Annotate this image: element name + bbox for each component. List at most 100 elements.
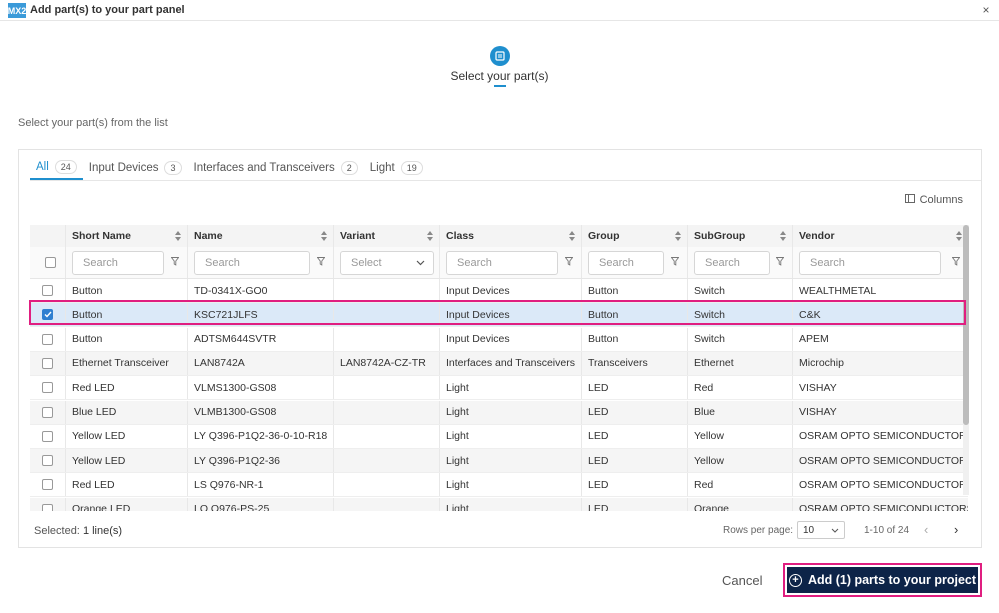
column-header-variant[interactable]: Variant bbox=[334, 225, 440, 247]
cell-vendor: VISHAY bbox=[799, 381, 837, 394]
category-tabs: All 24 Input Devices 3 Interfaces and Tr… bbox=[30, 156, 429, 180]
cell-short-name: Button bbox=[66, 279, 188, 302]
column-header-name[interactable]: Name bbox=[188, 225, 334, 247]
subgroup-search-input[interactable]: Search bbox=[694, 250, 770, 275]
tab-light[interactable]: Light 19 bbox=[364, 156, 429, 180]
step-list-icon bbox=[490, 46, 510, 66]
sort-icon[interactable] bbox=[956, 231, 962, 241]
row-checkbox[interactable] bbox=[42, 406, 53, 418]
table-row[interactable]: Button KSC721JLFS Input Devices Button Switc… bbox=[30, 303, 968, 328]
sort-icon[interactable] bbox=[675, 231, 681, 241]
cell-subgroup: Switch bbox=[688, 303, 793, 327]
next-page-button[interactable]: › bbox=[954, 522, 959, 537]
cancel-button[interactable]: Cancel bbox=[722, 573, 763, 588]
header-label: SubGroup bbox=[694, 230, 746, 242]
row-checkbox[interactable] bbox=[42, 333, 53, 345]
app-logo: MX2 bbox=[8, 3, 26, 18]
name-search-input[interactable]: Search bbox=[194, 250, 310, 275]
column-header-class[interactable]: Class bbox=[440, 225, 582, 247]
table-row[interactable]: Red LED VLMS1300-GS08 Light LED Red VISHAY bbox=[30, 376, 968, 401]
header-label: Group bbox=[588, 230, 620, 242]
row-checkbox[interactable] bbox=[42, 357, 53, 369]
columns-icon bbox=[904, 194, 915, 206]
cell-class: Light bbox=[440, 400, 582, 424]
tab-count-badge: 24 bbox=[54, 160, 77, 174]
row-select-cell bbox=[30, 449, 66, 473]
column-header-group[interactable]: Group bbox=[582, 225, 688, 247]
tabs-divider bbox=[30, 180, 981, 181]
table-row[interactable]: Orange LED LO Q976-PS-25 Light LED Orange OSR… bbox=[30, 497, 968, 511]
close-button[interactable]: × bbox=[982, 3, 990, 17]
variant-select-value: Select bbox=[351, 256, 382, 269]
select-all-checkbox[interactable] bbox=[45, 257, 56, 268]
sort-icon[interactable] bbox=[321, 231, 327, 241]
sort-icon[interactable] bbox=[427, 231, 433, 241]
add-parts-label: Add (1) parts to your project bbox=[807, 573, 977, 587]
tab-label: Input Devices bbox=[88, 162, 159, 174]
filter-icon[interactable] bbox=[317, 257, 325, 266]
sort-icon[interactable] bbox=[569, 231, 575, 241]
row-checkbox[interactable] bbox=[42, 503, 53, 511]
columns-button[interactable]: Columns bbox=[904, 194, 963, 206]
row-checkbox[interactable] bbox=[42, 455, 53, 467]
sort-icon[interactable] bbox=[780, 231, 786, 241]
filter-icon[interactable] bbox=[776, 257, 784, 266]
cell-vendor: OSRAM OPTO SEMICONDUCTORS bbox=[799, 454, 968, 467]
row-checkbox[interactable] bbox=[42, 430, 53, 442]
vendor-search-input[interactable]: Search bbox=[799, 250, 941, 275]
filter-icon[interactable] bbox=[171, 257, 179, 266]
parts-table: Short Name Name Variant Class Group SubG… bbox=[30, 225, 968, 511]
cell-class: Interfaces and Transceivers bbox=[440, 351, 582, 375]
cell-group: LED bbox=[582, 449, 688, 473]
group-search-input[interactable]: Search bbox=[588, 250, 664, 275]
table-row[interactable]: Ethernet Transceiver LAN8742A LAN8742A-CZ-… bbox=[30, 351, 968, 376]
cell-subgroup: Blue bbox=[688, 400, 793, 424]
tab-count-badge: 19 bbox=[400, 161, 423, 175]
table-row[interactable]: Yellow LED LY Q396-P1Q2-36 Light LED Yellow O… bbox=[30, 449, 968, 474]
cell-class: Light bbox=[440, 497, 582, 511]
scrollbar-thumb[interactable] bbox=[963, 225, 969, 425]
variant-select[interactable]: Select bbox=[340, 250, 434, 275]
sort-icon[interactable] bbox=[175, 231, 181, 241]
table-row[interactable]: Button TD-0341X-GO0 Input Devices Button Swi… bbox=[30, 279, 968, 303]
tab-input-devices[interactable]: Input Devices 3 bbox=[83, 156, 188, 180]
vertical-scrollbar[interactable] bbox=[963, 225, 969, 495]
tab-interfaces-and-transceivers[interactable]: Interfaces and Transceivers 2 bbox=[188, 156, 364, 180]
cell-short-name: Blue LED bbox=[66, 400, 188, 424]
add-parts-button[interactable]: + Add (1) parts to your project bbox=[783, 563, 982, 597]
header-select-cell bbox=[30, 225, 66, 247]
cell-variant bbox=[334, 497, 440, 511]
previous-page-button[interactable]: ‹ bbox=[924, 522, 929, 537]
filter-icon[interactable] bbox=[565, 257, 573, 266]
selected-count: 1 line(s) bbox=[82, 525, 123, 537]
rows-per-page-select[interactable]: 10 bbox=[797, 521, 845, 539]
header-label: Class bbox=[446, 230, 475, 242]
row-checkbox[interactable] bbox=[42, 479, 53, 491]
filter-icon[interactable] bbox=[952, 257, 960, 266]
table-row[interactable]: Button ADTSM644SVTR Input Devices Button Swi… bbox=[30, 327, 968, 352]
cell-group: Button bbox=[582, 303, 688, 327]
row-checkbox[interactable] bbox=[42, 382, 53, 394]
tab-all[interactable]: All 24 bbox=[30, 156, 83, 180]
cell-variant bbox=[334, 449, 440, 473]
rows-per-page-label: Rows per page: bbox=[723, 525, 794, 536]
filter-cell: Search bbox=[66, 247, 188, 278]
tab-label: Light bbox=[369, 162, 395, 174]
column-header-subgroup[interactable]: SubGroup bbox=[688, 225, 793, 247]
short-name-search-input[interactable]: Search bbox=[72, 250, 164, 275]
selection-summary: Selected: 1 line(s) bbox=[34, 525, 122, 537]
class-search-input[interactable]: Search bbox=[446, 250, 558, 275]
cell-name: LS Q976-NR-1 bbox=[188, 473, 334, 497]
table-row[interactable]: Blue LED VLMB1300-GS08 Light LED Blue VISHAY bbox=[30, 400, 968, 425]
filter-cell: Search bbox=[793, 247, 968, 278]
column-header-vendor[interactable]: Vendor bbox=[793, 225, 968, 247]
row-select-cell bbox=[30, 303, 66, 327]
table-row[interactable]: Red LED LS Q976-NR-1 Light LED Red OSRAM OPTO… bbox=[30, 473, 968, 498]
column-header-short-name[interactable]: Short Name bbox=[66, 225, 188, 247]
cell-variant bbox=[334, 400, 440, 424]
add-parts-button-body: + Add (1) parts to your project bbox=[787, 567, 978, 593]
table-row[interactable]: Yellow LED LY Q396-P1Q2-36-0-10-R18 Light L… bbox=[30, 424, 968, 449]
row-checkbox[interactable] bbox=[42, 285, 53, 296]
filter-icon[interactable] bbox=[671, 257, 679, 266]
row-checkbox[interactable] bbox=[42, 309, 53, 321]
